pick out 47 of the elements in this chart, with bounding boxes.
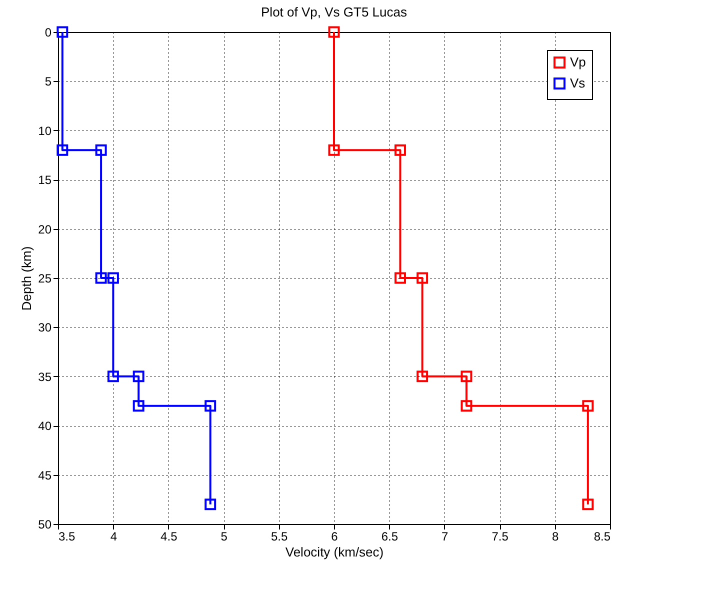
x-tick-label: 7.5 (492, 530, 509, 544)
x-tick-label: 8.5 (594, 530, 611, 544)
y-axis-title: Depth (km) (19, 246, 34, 311)
point (582, 400, 594, 412)
point (328, 26, 340, 38)
y-tick-label: 15 (38, 173, 52, 188)
point (56, 26, 68, 38)
point (132, 400, 144, 412)
point (56, 144, 68, 156)
point (394, 272, 406, 284)
y-tick-label: 45 (38, 468, 52, 482)
x-tick-label: 4.5 (160, 530, 178, 544)
x-tick-label: 3.5 (58, 530, 76, 544)
point (204, 498, 216, 510)
x-tick-label: 6 (331, 530, 338, 544)
y-tick-label: 50 (38, 518, 52, 532)
point (132, 370, 144, 382)
point (95, 272, 107, 284)
legend-label: Vs (570, 76, 586, 90)
point (416, 272, 428, 284)
point (204, 400, 216, 412)
point (328, 144, 340, 156)
x-tick-label: 6.5 (381, 530, 398, 544)
y-tick-label: 10 (38, 124, 52, 138)
x-tick-label: 8 (552, 530, 559, 544)
point (95, 144, 107, 156)
y-tick-label: 25 (38, 272, 52, 286)
point (107, 370, 119, 382)
y-tick-label: 35 (38, 370, 52, 384)
x-tick-label: 5 (220, 530, 228, 544)
x-tick-label: 5.5 (270, 530, 288, 544)
y-tick-label: 40 (38, 419, 52, 434)
point (107, 272, 119, 284)
x-tick-label: 4 (110, 530, 118, 544)
y-tick-label: 30 (38, 320, 52, 335)
point (394, 144, 406, 156)
point (460, 400, 472, 412)
y-tick-label: 0 (44, 26, 52, 40)
point (582, 498, 594, 510)
x-axis-title: Velocity (km/sec) (285, 544, 384, 560)
x-tick-label: 7 (442, 530, 449, 544)
point (416, 370, 428, 382)
y-tick-label: 20 (38, 222, 52, 236)
point (460, 370, 472, 382)
legend-label: Vp (570, 54, 586, 70)
y-tick-label: 5 (44, 74, 52, 89)
chart-title: Plot of Vp, Vs GT5 Lucas (261, 4, 408, 20)
